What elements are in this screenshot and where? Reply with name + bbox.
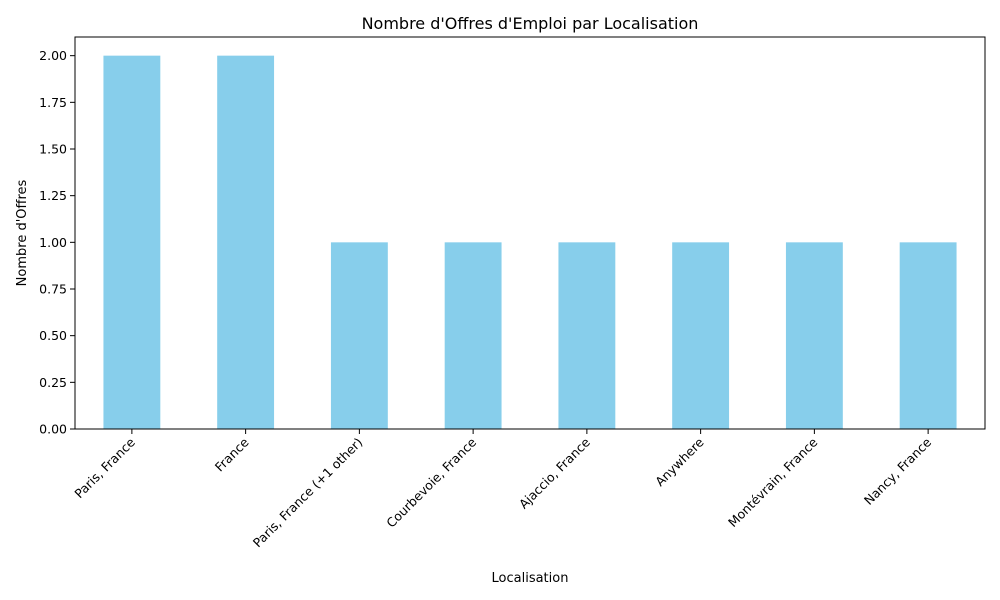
x-tick-label: Nancy, France [861, 434, 935, 508]
y-tick-label: 0.75 [39, 282, 67, 297]
bar-3 [330, 242, 388, 429]
y-tick-label: 0.50 [39, 328, 67, 343]
x-tick-label: Courbevoie, France [383, 434, 479, 530]
y-tick-label: 1.00 [39, 235, 67, 250]
x-tick-label: Montévrain, France [725, 434, 821, 530]
y-tick-label: 0.25 [39, 375, 67, 390]
bar-6 [672, 242, 730, 429]
y-axis-ticks: 0.00 0.25 0.50 0.75 1.00 1.25 1.50 1.75 2.00 [39, 48, 75, 437]
y-axis-label: Nombre d'Offres [15, 179, 30, 286]
x-tick-label: Ajaccio, France [516, 434, 593, 511]
y-tick-label: 2.00 [39, 48, 67, 63]
y-tick-label: 1.25 [39, 188, 67, 203]
x-tick-label: Paris, France [71, 434, 138, 501]
bar-4 [444, 242, 502, 429]
x-axis-label: Localisation [492, 571, 569, 586]
y-tick-label: 1.50 [39, 142, 67, 157]
bar-7 [785, 242, 843, 429]
bars-layer [103, 55, 957, 430]
x-tick-label: France [212, 434, 252, 474]
bar-2 [217, 55, 275, 430]
y-tick-label: 1.75 [39, 95, 67, 110]
chart-title: Nombre d'Offres d'Emploi par Localisatio… [362, 14, 699, 33]
x-tick-label: Paris, France (+1 other) [250, 435, 366, 551]
x-tick-label: Anywhere [652, 434, 707, 489]
bar-8 [899, 242, 957, 429]
bar-5 [558, 242, 616, 429]
bar-1 [103, 55, 161, 430]
plot-frame [74, 36, 986, 430]
y-tick-label: 0.00 [39, 422, 67, 437]
